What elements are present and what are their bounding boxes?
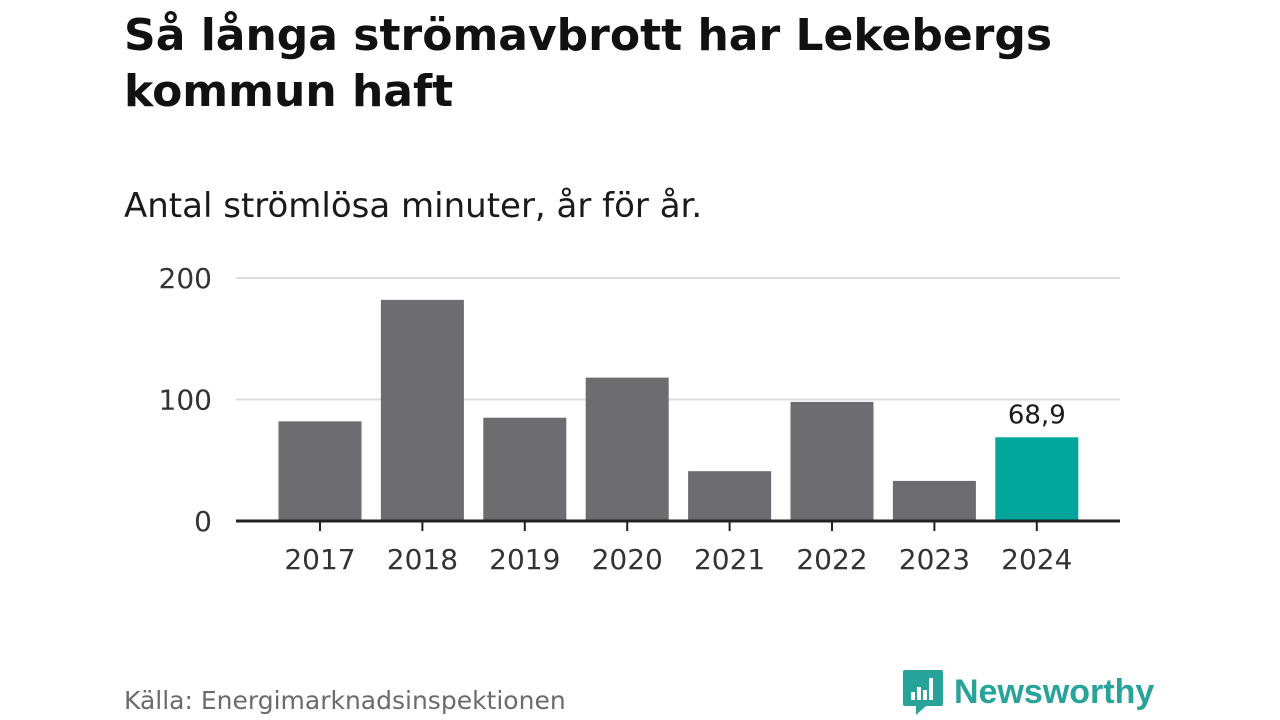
x-tick-label: 2019: [489, 543, 560, 576]
bar-2024: [995, 437, 1079, 521]
labels: 0 100 200 2017 2018 2019 2020 2021 2022 2023 2024 6…: [159, 262, 1073, 576]
x-tick-label: 2021: [694, 543, 765, 576]
bar-2020: [585, 377, 669, 521]
bar-2017: [278, 421, 362, 521]
bars: [278, 299, 1079, 521]
source-note: Källa: Energimarknadsinspektionen: [124, 686, 566, 715]
x-tick-label: 2018: [387, 543, 458, 576]
newsworthy-logo-icon: [903, 670, 943, 715]
data-label: 68,9: [1008, 400, 1066, 430]
bar-2022: [790, 401, 874, 521]
x-axis: [236, 519, 1120, 531]
y-tick-label: 200: [159, 262, 212, 295]
bar-2021: [688, 471, 772, 521]
brand-name: Newsworthy: [954, 672, 1155, 711]
chart-title: Så långa strömavbrott har Lekebergs komm…: [124, 10, 1053, 117]
bar-2018: [380, 299, 464, 521]
x-tick-label: 2022: [796, 543, 867, 576]
chart-subtitle: Antal strömlösa minuter, år för år.: [124, 186, 703, 226]
bar-2023: [892, 480, 976, 521]
x-tick-label: 2023: [899, 543, 970, 576]
bar-chart: 0 100 200 2017 2018 2019 2020 2021 2022 2023 2024 6…: [159, 262, 1120, 576]
x-tick-label: 2017: [284, 543, 355, 576]
bar-2019: [483, 417, 567, 521]
x-tick-label: 2024: [1001, 543, 1072, 576]
brand-logo: Newsworthy: [902, 668, 1154, 716]
x-tick-label: 2020: [592, 543, 663, 576]
y-tick-label: 0: [194, 505, 212, 538]
y-tick-label: 100: [159, 384, 212, 417]
gridlines: [236, 277, 1120, 401]
